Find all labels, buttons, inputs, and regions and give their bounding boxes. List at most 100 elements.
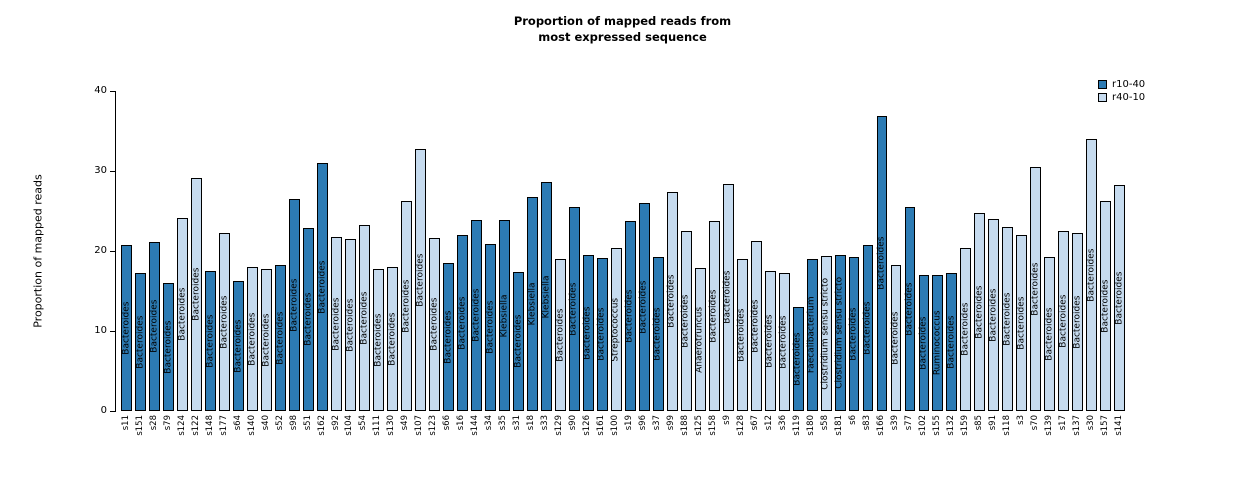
bar-s90 [568,207,580,411]
bar-taxon-label: Bacteroides [778,315,789,369]
y-tick [110,410,116,412]
bar-taxon-label: Bacteroides [1030,262,1041,316]
x-tick-label: s122 [190,415,201,436]
x-tick-label: s58 [819,415,830,431]
x-tick-label: s161 [596,415,607,436]
bar-taxon-label: Faecalibacterium [806,296,817,374]
x-tick-label: s111 [372,415,383,436]
bar-slot: Bacteroides [749,91,763,411]
bar-s70 [1030,167,1042,411]
x-slot: s132 [944,415,958,436]
bar-taxon-label: Bacteroides [568,282,579,336]
bar-slot: Bacteroides [484,91,498,411]
x-tick-label: s92 [330,415,341,431]
bar-s54 [359,225,371,411]
bar-taxon-label: Bacteroides [457,296,468,350]
bar-taxon-label: Bacteroides [177,288,188,342]
bar-taxon-label: Bacteroides [1058,294,1069,348]
bar-taxon-label: Klebsiella [541,275,552,319]
bar-s188 [680,231,692,411]
bar-s67 [750,241,762,411]
bar-taxon-label: Bacteroides [764,314,775,368]
bar-s122 [191,178,203,411]
bar-taxon-label: Bacteroides [596,308,607,362]
x-tick-label: s166 [875,415,886,436]
bar-s64 [233,280,245,411]
x-tick-label: s148 [204,415,215,436]
bar-s125 [694,267,706,411]
bar-slot: Bacteroides [735,91,749,411]
x-slot: s85 [972,415,986,436]
x-tick-label: s132 [945,415,956,436]
bar-slot: Bacteroides [1099,91,1113,411]
x-tick-label: s140 [246,415,257,436]
bar-slot: Bacteroides [917,91,931,411]
x-slot: s79 [161,415,175,436]
bar-taxon-label: Bacteroides [988,288,999,342]
bar-taxon-label: Bacteroides [652,307,663,361]
bar-taxon-label: Bacteroides [485,300,496,354]
bar-taxon-label: Bacteroides [624,289,635,343]
bar-slot: Bacteroides [470,91,484,411]
x-tick-label: s37 [652,415,663,431]
x-tick-label: s64 [232,415,243,431]
bar-slot: Bacteroides [637,91,651,411]
x-tick-label: s104 [344,415,355,436]
y-tick [110,330,116,332]
x-slot: s39 [888,415,902,436]
x-tick-label: s126 [582,415,593,436]
x-slot: s33 [539,415,553,436]
bar-taxon-label: Bacteroides [247,312,258,366]
x-slot: s157 [1098,415,1112,436]
x-tick-label: s102 [917,415,928,436]
bar-slot: Bacteroides [428,91,442,411]
bar-s180 [806,259,818,411]
bar-slot: Bacteroides [889,91,903,411]
bar-s92 [331,236,343,411]
bar-s34 [484,243,496,411]
x-tick-label: s36 [778,415,788,431]
bar-s35 [498,219,510,411]
x-tick-label: s79 [162,415,173,431]
x-slot: s180 [804,415,818,436]
bar-s83 [862,244,874,411]
bar-s99 [666,191,678,411]
bar-s19 [624,220,636,411]
x-slot: s92 [329,415,343,436]
bar-taxon-label: Bacteroides [513,314,524,368]
bar-s16 [457,235,468,411]
x-tick-label: s31 [512,415,523,431]
bar-slot: Bacteroides [568,91,582,411]
bar-s139 [1044,257,1056,411]
x-slot: s35 [497,415,511,436]
bar-slot: Faecalibacterium [805,91,819,411]
bar-taxon-label: Bacteroides [121,301,132,355]
x-slot: s130 [385,415,399,436]
x-slot: s188 [678,415,692,436]
x-slot: s104 [343,415,357,436]
x-slot: s11 [119,415,133,436]
x-tick-label: s30 [1085,415,1096,431]
bar-s159 [960,247,972,411]
bar-slot: Bacteroides [581,91,595,411]
bar-slot: Bacteroides [707,91,721,411]
x-tick-label: s139 [1043,415,1054,436]
x-tick-label: s151 [134,415,145,436]
x-tick-label: s119 [791,415,802,436]
bar-taxon-label: Bacteroides [904,282,915,336]
x-tick-label: s17 [1057,415,1068,431]
x-tick-label: s181 [833,415,844,436]
y-tick [110,90,116,92]
bar-slot: Bacteroides [1043,91,1057,411]
x-slot: s151 [133,415,147,436]
bar-slot: Bacteroides [512,91,526,411]
x-tick-label: s12 [764,415,775,431]
bar-s111 [373,268,385,411]
bar-s37 [652,256,664,411]
x-tick-label: s6 [847,415,858,425]
bar-taxon-label: Clostridium sensu stricto [820,277,831,390]
x-slot: s158 [706,415,720,436]
bar-s137 [1072,232,1084,411]
bar-s119 [792,307,804,411]
